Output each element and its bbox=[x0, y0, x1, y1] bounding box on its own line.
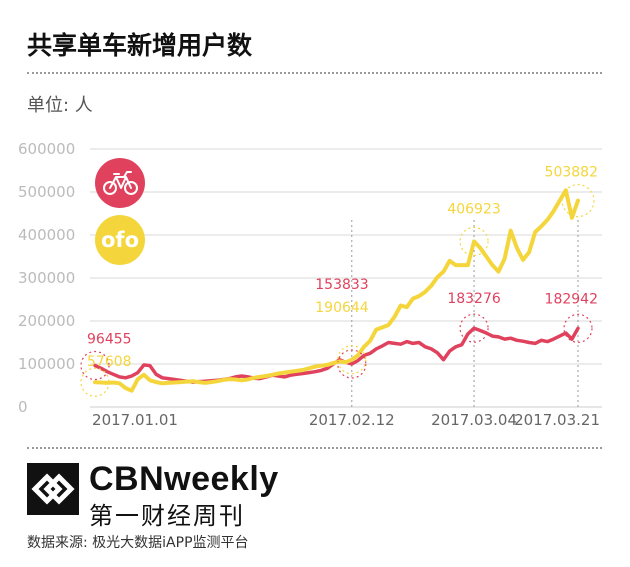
series-line-ofo bbox=[93, 188, 580, 393]
data-label-ofo: 190644 bbox=[315, 300, 369, 316]
data-label-ofo: 503882 bbox=[545, 165, 598, 181]
annotation-circle bbox=[337, 349, 367, 379]
svg-text:ofo: ofo bbox=[101, 228, 139, 252]
ofo-logo-icon: ofo bbox=[95, 215, 145, 265]
y-tick-label: 400000 bbox=[18, 226, 75, 244]
x-tick-label: 2017.03.04 bbox=[431, 411, 517, 429]
x-tick-label: 2017.02.12 bbox=[309, 411, 395, 429]
annotation-circle bbox=[80, 367, 110, 397]
x-tick-label: 2017.01.01 bbox=[92, 411, 178, 429]
cbn-logo-icon bbox=[27, 463, 79, 515]
footer-divider bbox=[27, 447, 602, 449]
series-line-mobike bbox=[93, 326, 580, 384]
annotation-circle bbox=[80, 350, 110, 381]
y-tick-label: 0 bbox=[18, 398, 28, 416]
title-divider bbox=[27, 72, 602, 74]
annotation-circle bbox=[563, 313, 593, 343]
brand-name: CBNweekly bbox=[89, 460, 279, 498]
annotation-circle bbox=[561, 183, 595, 218]
annotation-circle bbox=[337, 345, 367, 375]
data-label-mobike: 96455 bbox=[87, 332, 132, 348]
unit-label: 单位: 人 bbox=[27, 95, 93, 116]
data-label-mobike: 153833 bbox=[315, 277, 368, 293]
data-source-note: 数据来源: 极光大数据iAPP监测平台 bbox=[27, 535, 249, 551]
data-label-ofo: 57608 bbox=[87, 354, 132, 370]
y-tick-label: 100000 bbox=[18, 355, 75, 373]
annotation-circle bbox=[459, 226, 489, 257]
x-tick-label: 2017.03.21 bbox=[514, 411, 600, 429]
data-label-mobike: 183276 bbox=[447, 291, 501, 307]
brand-name-cn: 第一财经周刊 bbox=[89, 502, 245, 530]
y-tick-label: 200000 bbox=[18, 312, 75, 330]
annotation-circle bbox=[459, 313, 489, 343]
mobike-bicycle-icon bbox=[95, 158, 145, 208]
data-label-ofo: 406923 bbox=[447, 201, 500, 217]
chart-title: 共享单车新增用户数 bbox=[27, 31, 253, 60]
y-tick-label: 500000 bbox=[18, 183, 75, 201]
y-tick-label: 600000 bbox=[18, 140, 75, 158]
data-label-mobike: 182942 bbox=[545, 291, 598, 307]
y-tick-label: 300000 bbox=[18, 269, 75, 287]
line-chart: 0 100000 200000 300000 400000 500000 600000 201… bbox=[18, 140, 602, 429]
